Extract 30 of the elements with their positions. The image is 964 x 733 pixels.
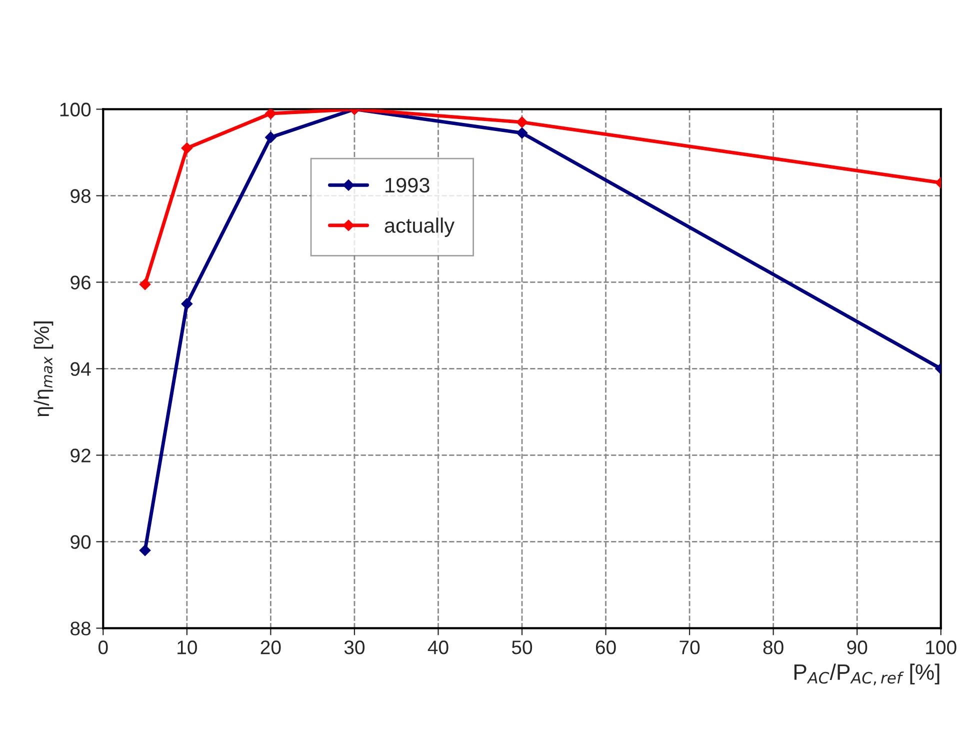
- x-tick-label: 70: [680, 640, 700, 654]
- x-tick-label: 100: [926, 640, 956, 654]
- x-tick-label: 30: [344, 640, 365, 654]
- legend-label: actually: [384, 218, 455, 237]
- y-axis-title: η/η$_{max}$ [%]: [34, 322, 54, 416]
- x-tick-label: 90: [847, 640, 868, 654]
- y-tick-label: 100: [60, 102, 91, 116]
- point: [516, 116, 528, 128]
- y-tick-label: 92: [70, 448, 90, 462]
- point: [265, 132, 276, 143]
- y-tick-label: 96: [70, 276, 90, 290]
- point: [139, 544, 151, 556]
- point: [516, 127, 528, 139]
- y-tick-label: 90: [70, 535, 91, 549]
- point: [265, 109, 276, 120]
- x-axis-title: P$_{AC}$/P$_{AC,ref}$ [%]: [794, 664, 940, 686]
- x-tick-label: 40: [428, 640, 448, 654]
- x-tick-label: 80: [763, 640, 784, 654]
- x-tick-label: 0: [98, 640, 108, 654]
- x-tick-label: 10: [178, 640, 197, 654]
- x-tick-label: 20: [260, 640, 281, 654]
- point: [139, 278, 151, 290]
- y-tick-label: 98: [70, 189, 90, 203]
- point: [181, 142, 193, 154]
- y-tick-label: 88: [70, 622, 90, 636]
- y-tick-label: 94: [70, 362, 91, 376]
- legend-label: 1993: [386, 178, 430, 193]
- point: [181, 298, 193, 310]
- x-tick-label: 60: [596, 640, 616, 654]
- x-tick-label: 50: [512, 640, 532, 654]
